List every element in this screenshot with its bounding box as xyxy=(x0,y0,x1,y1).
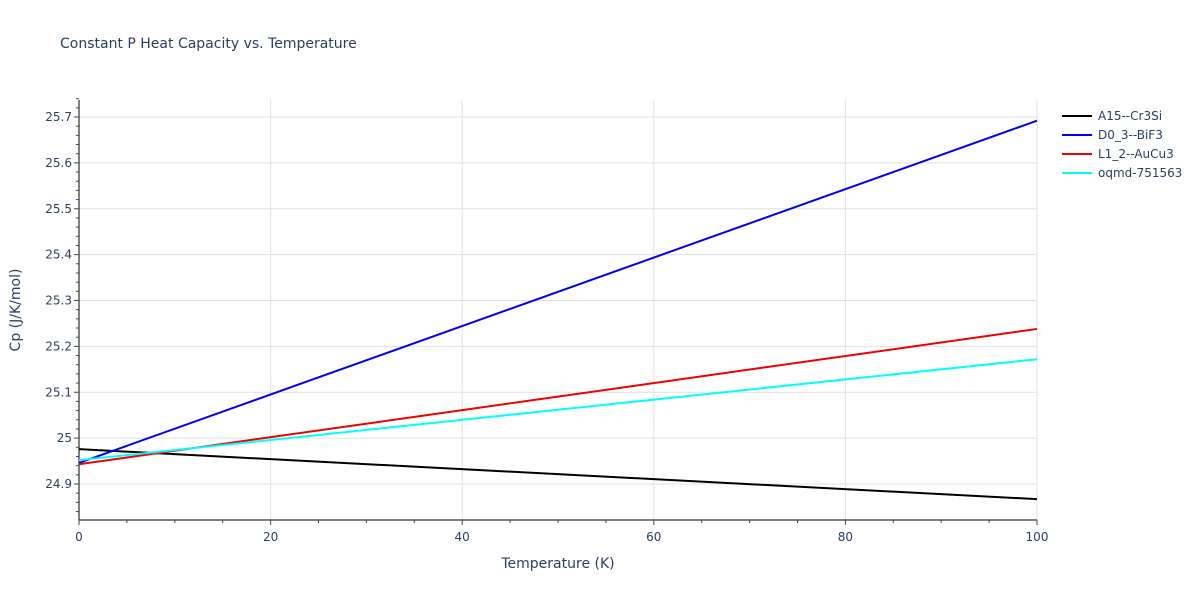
legend-label-oqmd: oqmd-751563 xyxy=(1098,165,1183,180)
y-tick-label: 25.4 xyxy=(45,248,72,262)
legend-label-a15: A15--Cr3Si xyxy=(1098,108,1163,123)
x-tick-label: 20 xyxy=(263,530,278,544)
chart-title: Constant P Heat Capacity vs. Temperature xyxy=(60,36,357,52)
legend-item-a15[interactable]: A15--Cr3Si xyxy=(1062,106,1182,125)
legend-item-d03[interactable]: D0_3--BiF3 xyxy=(1062,125,1182,144)
legend-label-l12: L1_2--AuCu3 xyxy=(1098,146,1174,161)
legend-label-d03: D0_3--BiF3 xyxy=(1098,127,1163,142)
x-tick-label: 40 xyxy=(455,530,470,544)
y-tick-label: 25.6 xyxy=(45,156,72,170)
series-line[interactable] xyxy=(78,119,1038,464)
y-tick-label: 25.2 xyxy=(45,339,72,353)
legend-swatch-d03 xyxy=(1062,133,1092,136)
legend-item-oqmd[interactable]: oqmd-751563 xyxy=(1062,163,1182,182)
x-tick-label: 80 xyxy=(838,530,853,544)
x-tick-label: 0 xyxy=(75,530,83,544)
legend-item-l12[interactable]: L1_2--AuCu3 xyxy=(1062,144,1182,163)
series-line[interactable] xyxy=(78,358,1038,462)
y-tick-label: 25.5 xyxy=(45,202,72,216)
series-line[interactable] xyxy=(78,327,1038,466)
y-axis-title: Cp (J/K/mol) xyxy=(8,269,24,352)
x-axis-title: Temperature (K) xyxy=(500,556,614,572)
x-tick-label: 60 xyxy=(646,530,661,544)
x-tick-label: 100 xyxy=(1026,530,1049,544)
legend: A15--Cr3Si D0_3--BiF3 L1_2--AuCu3 oqmd-7… xyxy=(1062,106,1182,182)
legend-swatch-l12 xyxy=(1062,152,1092,155)
legend-swatch-a15 xyxy=(1062,114,1092,117)
legend-swatch-oqmd xyxy=(1062,171,1092,174)
y-tick-label: 25.3 xyxy=(45,294,72,308)
y-tick-label: 25.1 xyxy=(45,385,72,399)
series-line[interactable] xyxy=(78,448,1038,501)
y-tick-label: 24.9 xyxy=(45,477,72,491)
y-tick-label: 25 xyxy=(57,431,72,445)
y-tick-label: 25.7 xyxy=(45,110,72,124)
